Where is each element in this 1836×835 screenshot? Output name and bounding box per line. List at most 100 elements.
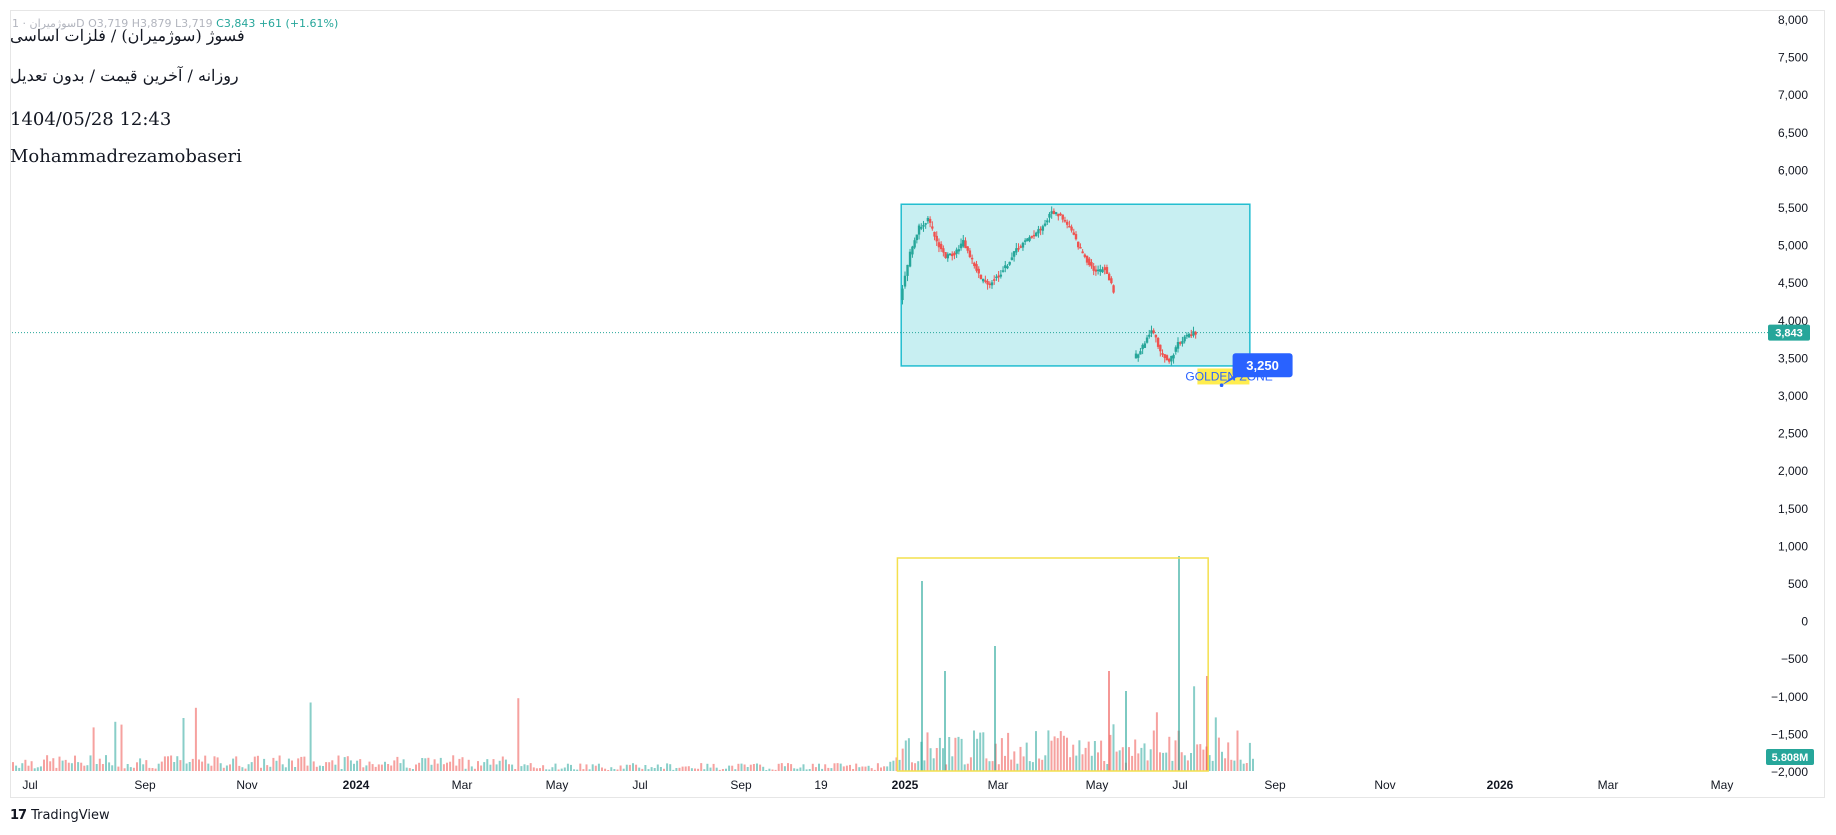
volume-bar <box>58 756 61 771</box>
volume-bar <box>756 763 758 771</box>
volume-bar <box>1000 738 1003 771</box>
volume-bar <box>929 748 932 771</box>
volume-bar <box>1128 747 1130 771</box>
volume-bar <box>610 767 613 771</box>
volume-bar <box>387 764 390 771</box>
volume-bar <box>1165 752 1168 771</box>
volume-bar <box>1100 740 1103 771</box>
volume-bar <box>362 767 365 771</box>
candle-body <box>1039 228 1042 231</box>
volume-bar <box>1183 755 1186 771</box>
volume-bar <box>793 768 796 771</box>
callout-box[interactable] <box>1232 353 1293 378</box>
volume-bar <box>976 738 979 771</box>
x-axis-tick-label: 2025 <box>892 778 919 792</box>
volume-bar <box>1090 755 1093 771</box>
volume-bar <box>467 759 470 771</box>
candle-body <box>1090 262 1093 267</box>
candle-body <box>1085 255 1089 263</box>
volume-bar <box>148 767 151 771</box>
candle-body <box>906 264 909 276</box>
volume-highlight-box[interactable] <box>896 557 1209 772</box>
volume-bar <box>142 764 145 771</box>
volume-bar <box>129 767 132 771</box>
volume-bar <box>46 755 49 771</box>
volume-bar <box>356 760 359 771</box>
price-zone-rectangle[interactable] <box>900 203 1251 367</box>
last-price-label: 3,843 <box>1775 328 1803 340</box>
volume-bar <box>173 762 176 771</box>
volume-bar <box>219 763 222 771</box>
volume-bar <box>647 769 650 771</box>
volume-bar <box>957 736 960 771</box>
candle-body <box>1159 344 1162 352</box>
volume-bar <box>1171 760 1174 771</box>
volume-bar <box>455 765 458 771</box>
tradingview-logo[interactable]: 17 TradingView <box>10 808 110 823</box>
tradingview-logo-icon: 17 <box>10 808 27 823</box>
volume-bar <box>340 769 343 771</box>
candle-body <box>1043 223 1047 226</box>
volume-bar <box>427 757 430 771</box>
x-axis-tick-label: May <box>546 778 569 792</box>
volume-bar <box>176 756 179 771</box>
volume-bar <box>728 765 731 771</box>
x-axis-tick-label: Jul <box>1172 778 1187 792</box>
volume-bar <box>33 768 36 771</box>
candle-body <box>1143 343 1147 348</box>
volume-bar <box>1162 752 1165 771</box>
volume-bar <box>501 756 504 771</box>
volume-bar <box>424 758 427 771</box>
volume-bar <box>399 763 402 771</box>
candle-body <box>1141 344 1144 350</box>
candle-body <box>1134 353 1138 359</box>
candle-body <box>1194 332 1197 335</box>
candle-body <box>1021 242 1025 248</box>
volume-bar <box>247 764 250 771</box>
volume-bar <box>1097 752 1099 771</box>
volume-bar <box>436 763 439 771</box>
volume-bar <box>632 763 634 771</box>
candle-body <box>988 283 991 286</box>
candle-body <box>1081 251 1084 254</box>
volume-bar <box>607 770 610 771</box>
volume-bar <box>266 765 269 771</box>
volume-bar <box>783 766 786 771</box>
last-volume-tag <box>1766 749 1814 765</box>
volume-bar <box>1227 742 1230 771</box>
volume-bar <box>1186 760 1189 771</box>
volume-bar <box>343 757 346 771</box>
volume-bar <box>585 764 588 771</box>
volume-bar <box>160 761 163 771</box>
volume-bar <box>1044 755 1047 771</box>
volume-bar <box>201 761 204 771</box>
candle-body <box>1107 273 1111 281</box>
volume-bar <box>322 766 324 771</box>
volume-bar <box>734 769 737 771</box>
volume-bar <box>796 768 799 771</box>
volume-bar <box>1115 751 1118 771</box>
candle-body <box>1001 270 1005 272</box>
volume-bar <box>89 755 92 771</box>
volume-bar <box>402 759 405 771</box>
volume-bar <box>880 767 882 771</box>
volume-bar <box>198 759 200 771</box>
volume-bar <box>517 698 520 771</box>
candle-body <box>1094 269 1098 272</box>
x-axis-tick-label: Jul <box>632 778 647 792</box>
volume-bar <box>687 766 690 771</box>
y-axis-tick-label: 7,000 <box>1778 88 1808 102</box>
candle-body <box>915 234 919 241</box>
candle-body <box>1068 225 1071 228</box>
volume-bar <box>628 764 631 771</box>
volume-bar <box>1028 761 1031 771</box>
volume-bar <box>1059 731 1062 771</box>
volume-bar <box>883 766 886 771</box>
volume-bar <box>74 755 76 771</box>
volume-bar <box>579 763 582 771</box>
volume-bar <box>839 763 842 771</box>
volume-bar <box>64 759 67 771</box>
x-axis-tick-label: Mar <box>1598 778 1619 792</box>
volume-bar <box>15 765 18 771</box>
